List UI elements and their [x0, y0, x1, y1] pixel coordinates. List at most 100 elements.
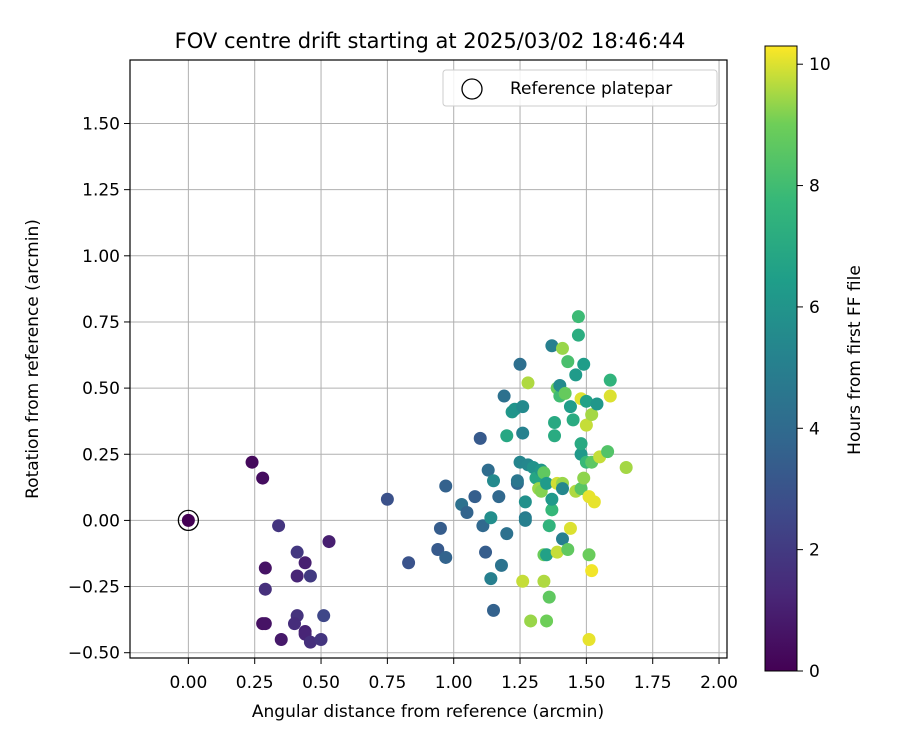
data-point	[537, 466, 551, 480]
data-point	[481, 463, 495, 477]
data-point	[561, 355, 575, 369]
data-point	[516, 426, 530, 440]
y-axis-ticks: −0.50 −0.25 0.00 0.25 0.50 0.75 1.00 1.25 1.50	[68, 115, 130, 664]
data-point	[272, 519, 286, 533]
data-point	[500, 527, 514, 541]
data-point	[563, 521, 577, 535]
data-point	[545, 503, 559, 517]
data-point	[585, 408, 599, 422]
data-point	[258, 617, 272, 631]
data-point	[548, 429, 562, 443]
data-point	[548, 416, 562, 430]
data-point	[540, 614, 554, 628]
data-point	[433, 521, 447, 535]
data-point	[550, 545, 564, 559]
data-point	[574, 437, 588, 451]
data-point	[566, 413, 580, 427]
data-point	[524, 614, 538, 628]
data-point	[545, 339, 559, 353]
data-point	[558, 386, 572, 400]
x-axis-label: Angular distance from reference (arcmin)	[252, 702, 604, 722]
data-point	[555, 482, 569, 496]
y-tick-label: 1.25	[82, 181, 120, 201]
data-point	[322, 535, 336, 549]
data-points	[177, 310, 633, 649]
x-tick-label: 0.75	[368, 673, 406, 693]
data-point	[314, 632, 328, 646]
data-point	[258, 561, 272, 575]
data-point	[484, 572, 498, 586]
data-point	[439, 550, 453, 564]
data-point	[585, 564, 599, 578]
x-axis-ticks: 0.00 0.25 0.50 0.75 1.00 1.25 1.50 1.75 2.00	[169, 658, 738, 693]
data-point	[513, 357, 527, 371]
data-point	[542, 590, 556, 604]
data-point	[303, 569, 317, 583]
data-point	[510, 474, 524, 488]
colorbar-tick-label: 10	[809, 55, 831, 75]
data-point	[245, 455, 259, 469]
data-point	[494, 558, 508, 572]
data-point	[571, 310, 585, 324]
data-point	[518, 495, 532, 509]
data-point	[380, 492, 394, 506]
data-point	[290, 569, 304, 583]
data-point	[258, 582, 272, 596]
data-point	[290, 545, 304, 559]
data-point	[542, 519, 556, 533]
data-point	[540, 548, 554, 562]
data-point	[601, 445, 615, 459]
data-point	[303, 635, 317, 649]
colorbar-tick-label: 6	[809, 298, 820, 318]
reference-platepar-marker	[177, 509, 200, 532]
data-point	[431, 543, 445, 557]
grid	[130, 60, 727, 658]
legend: Reference platepar	[442, 69, 718, 107]
y-axis-label: Rotation from reference (arcmin)	[23, 219, 43, 499]
data-point	[476, 519, 490, 533]
chart-title: FOV centre drift starting at 2025/03/02 …	[175, 29, 686, 53]
colorbar-tick-label: 2	[809, 541, 820, 561]
x-tick-label: 1.75	[634, 673, 672, 693]
data-point	[587, 495, 601, 509]
y-tick-label: −0.50	[68, 644, 120, 664]
colorbar	[764, 45, 798, 672]
colorbar-label: Hours from first FF file	[845, 265, 865, 455]
legend-box	[442, 69, 718, 107]
data-point	[500, 429, 514, 443]
colorbar-tick-label: 4	[809, 419, 820, 439]
data-point	[518, 513, 532, 527]
data-point	[181, 513, 195, 527]
y-tick-label: 0.75	[82, 313, 120, 333]
y-tick-label: 1.50	[82, 115, 120, 135]
data-point	[619, 460, 633, 474]
data-point	[473, 431, 487, 445]
data-point	[555, 532, 569, 546]
data-point	[479, 545, 493, 559]
colorbar-tick-label: 8	[809, 177, 820, 197]
data-point	[484, 511, 498, 525]
plot-frame	[129, 59, 728, 659]
data-point	[545, 492, 559, 506]
data-point	[317, 609, 331, 623]
data-point	[582, 548, 596, 562]
data-point	[460, 505, 474, 519]
data-point	[298, 556, 312, 570]
data-point	[561, 543, 575, 557]
legend-reference-marker-icon	[461, 78, 483, 100]
data-point	[492, 490, 506, 504]
data-point	[574, 482, 588, 496]
data-point	[540, 476, 554, 490]
x-tick-label: 1.00	[435, 673, 473, 693]
data-point	[274, 632, 288, 646]
y-tick-label: 0.50	[82, 379, 120, 399]
y-tick-label: 0.00	[82, 511, 120, 531]
data-point	[468, 490, 482, 504]
x-tick-label: 0.50	[302, 673, 340, 693]
x-tick-label: 1.50	[567, 673, 605, 693]
data-point	[579, 394, 593, 408]
data-point	[256, 471, 270, 485]
data-point	[516, 574, 530, 588]
data-point	[439, 479, 453, 493]
